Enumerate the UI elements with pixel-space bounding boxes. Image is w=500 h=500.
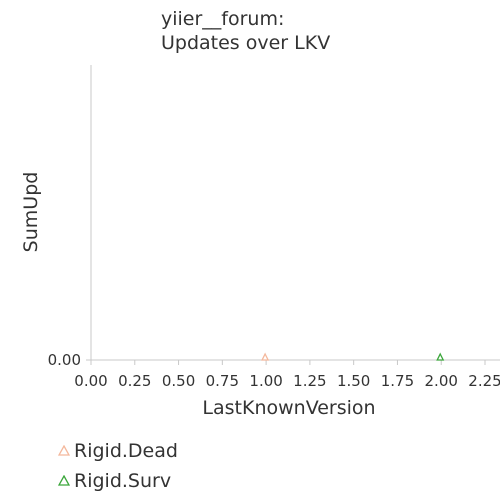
axes bbox=[90, 65, 500, 361]
y-tick-label-0: 0.00 bbox=[48, 351, 81, 369]
x-tick-label-1: 0.25 bbox=[118, 372, 151, 390]
x-axis-ticks: 0.00 0.25 0.50 0.75 1.00 1.25 1.50 1.75 2.00 2.25 bbox=[74, 360, 500, 390]
x-tick-label-4: 1.00 bbox=[249, 372, 282, 390]
x-tick-label-7: 1.75 bbox=[381, 372, 414, 390]
legend-label-rigid-surv: Rigid.Surv bbox=[74, 470, 172, 492]
x-tick-label-6: 1.50 bbox=[337, 372, 370, 390]
legend: Rigid.Dead Rigid.Surv bbox=[58, 436, 358, 496]
legend-marker-rigid-dead bbox=[58, 445, 70, 456]
legend-label-rigid-dead: Rigid.Dead bbox=[74, 440, 178, 462]
x-tick-label-8: 2.00 bbox=[425, 372, 458, 390]
x-tick-label-9: 2.25 bbox=[468, 372, 500, 390]
legend-item-rigid-surv: Rigid.Surv bbox=[58, 466, 358, 496]
x-tick-label-5: 1.25 bbox=[293, 372, 326, 390]
legend-marker-rigid-surv bbox=[58, 475, 70, 486]
chart-title: yiier__forum: Updates over LKV bbox=[161, 7, 491, 55]
x-tick-label-3: 0.75 bbox=[206, 372, 239, 390]
legend-item-rigid-dead: Rigid.Dead bbox=[58, 436, 358, 466]
y-axis-ticks: 0.00 bbox=[48, 351, 91, 369]
point-rigid-surv-0 bbox=[436, 352, 445, 361]
x-tick-label-0: 0.00 bbox=[74, 372, 107, 390]
y-axis-label: SumUpd bbox=[20, 172, 42, 253]
data-points bbox=[261, 352, 445, 361]
chart-title-line-1: yiier__forum: bbox=[161, 8, 285, 30]
x-axis-label: LastKnownVersion bbox=[202, 397, 375, 419]
x-tick-label-2: 0.50 bbox=[162, 372, 195, 390]
chart-title-line-2: Updates over LKV bbox=[161, 32, 331, 54]
point-rigid-dead-0 bbox=[261, 352, 270, 361]
